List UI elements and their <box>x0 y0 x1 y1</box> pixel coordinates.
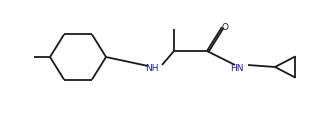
Text: O: O <box>221 22 229 31</box>
Text: HN: HN <box>230 64 244 73</box>
Text: NH: NH <box>145 64 159 73</box>
